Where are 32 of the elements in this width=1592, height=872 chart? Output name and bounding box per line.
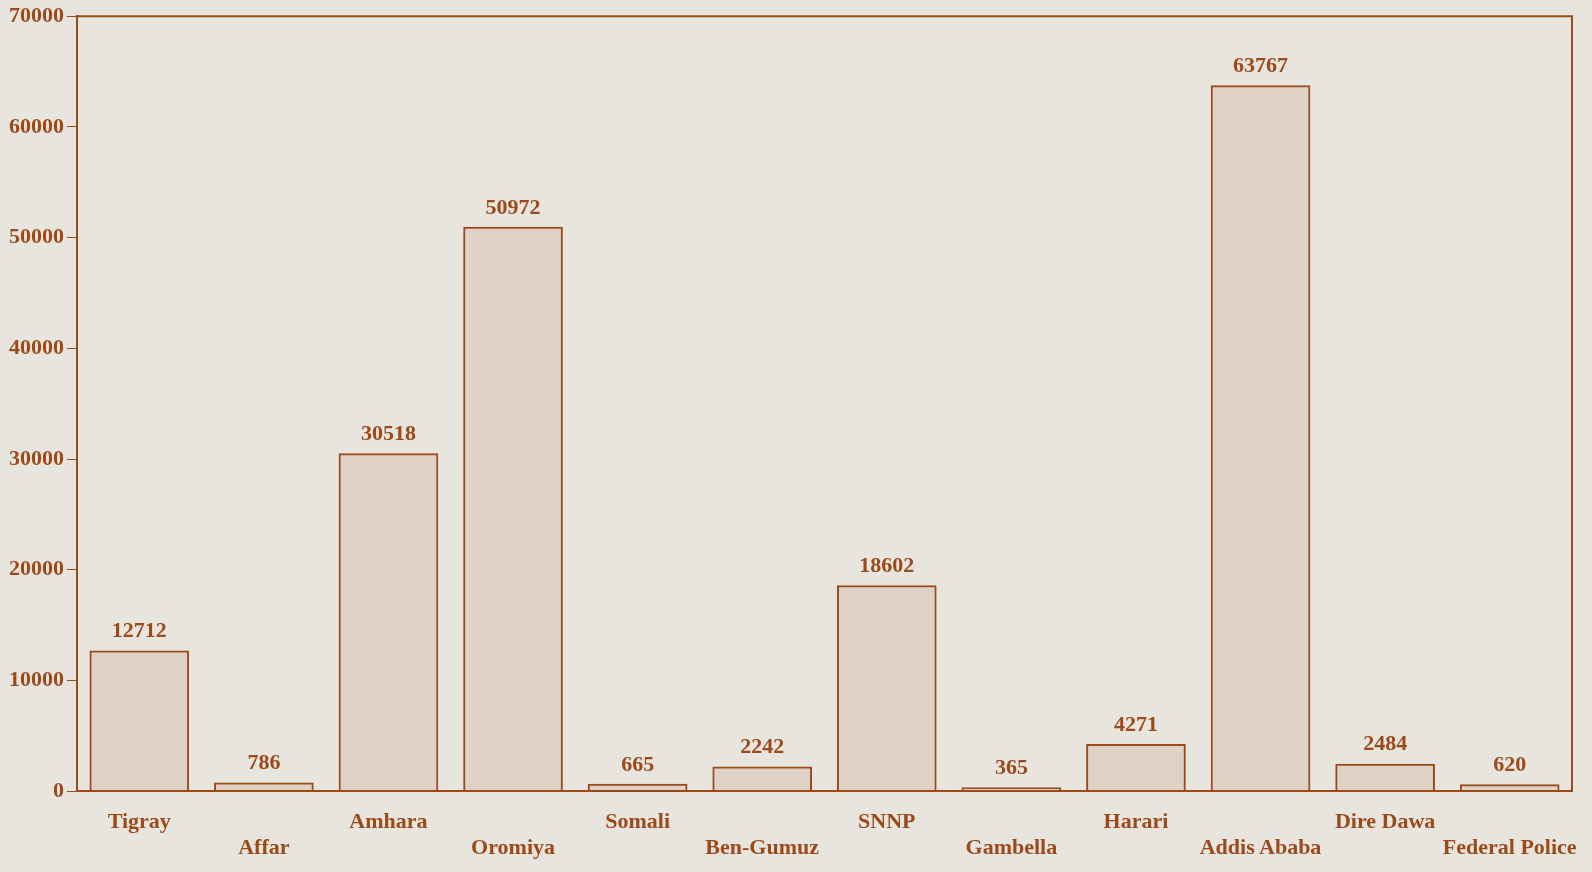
data-label: 50972 [485,193,541,219]
x-tick-label: Gambella [965,834,1058,860]
y-tick-label: 10000 [9,666,64,692]
data-label: 18602 [859,551,915,577]
x-tick-label: Oromiya [471,834,555,860]
x-tick-label: Addis Ababa [1199,834,1322,860]
x-tick-label: Harari [1103,808,1169,834]
x-tick-label: Ben-Gumuz [705,834,820,860]
data-label: 2242 [740,733,785,759]
x-tick-label: Somali [605,808,671,834]
data-label: 4271 [1113,710,1158,736]
data-label: 63767 [1233,51,1289,77]
data-label: 2484 [1363,730,1408,756]
y-tick-label: 50000 [9,223,64,249]
data-label: 365 [994,753,1028,779]
data-label: 620 [1493,751,1527,777]
y-tick-label: 70000 [9,1,64,27]
x-tick-label: Affar [238,834,290,860]
y-tick-label: 60000 [9,112,64,138]
x-tick-label: Amhara [349,808,428,834]
data-label: 12712 [111,617,167,643]
data-label: 30518 [360,420,416,446]
data-label: 786 [247,749,281,775]
data-label: 665 [621,750,655,776]
y-tick-label: 20000 [9,555,64,581]
y-tick-label: 40000 [9,334,64,360]
y-tick-label: 30000 [9,444,64,470]
x-tick-label: SNNP [858,808,916,834]
x-tick-label: Federal Police [1442,834,1577,860]
x-tick-label: Dire Dawa [1334,808,1436,834]
y-tick-label: 0 [53,776,64,802]
x-tick-label: Tigray [107,808,171,834]
